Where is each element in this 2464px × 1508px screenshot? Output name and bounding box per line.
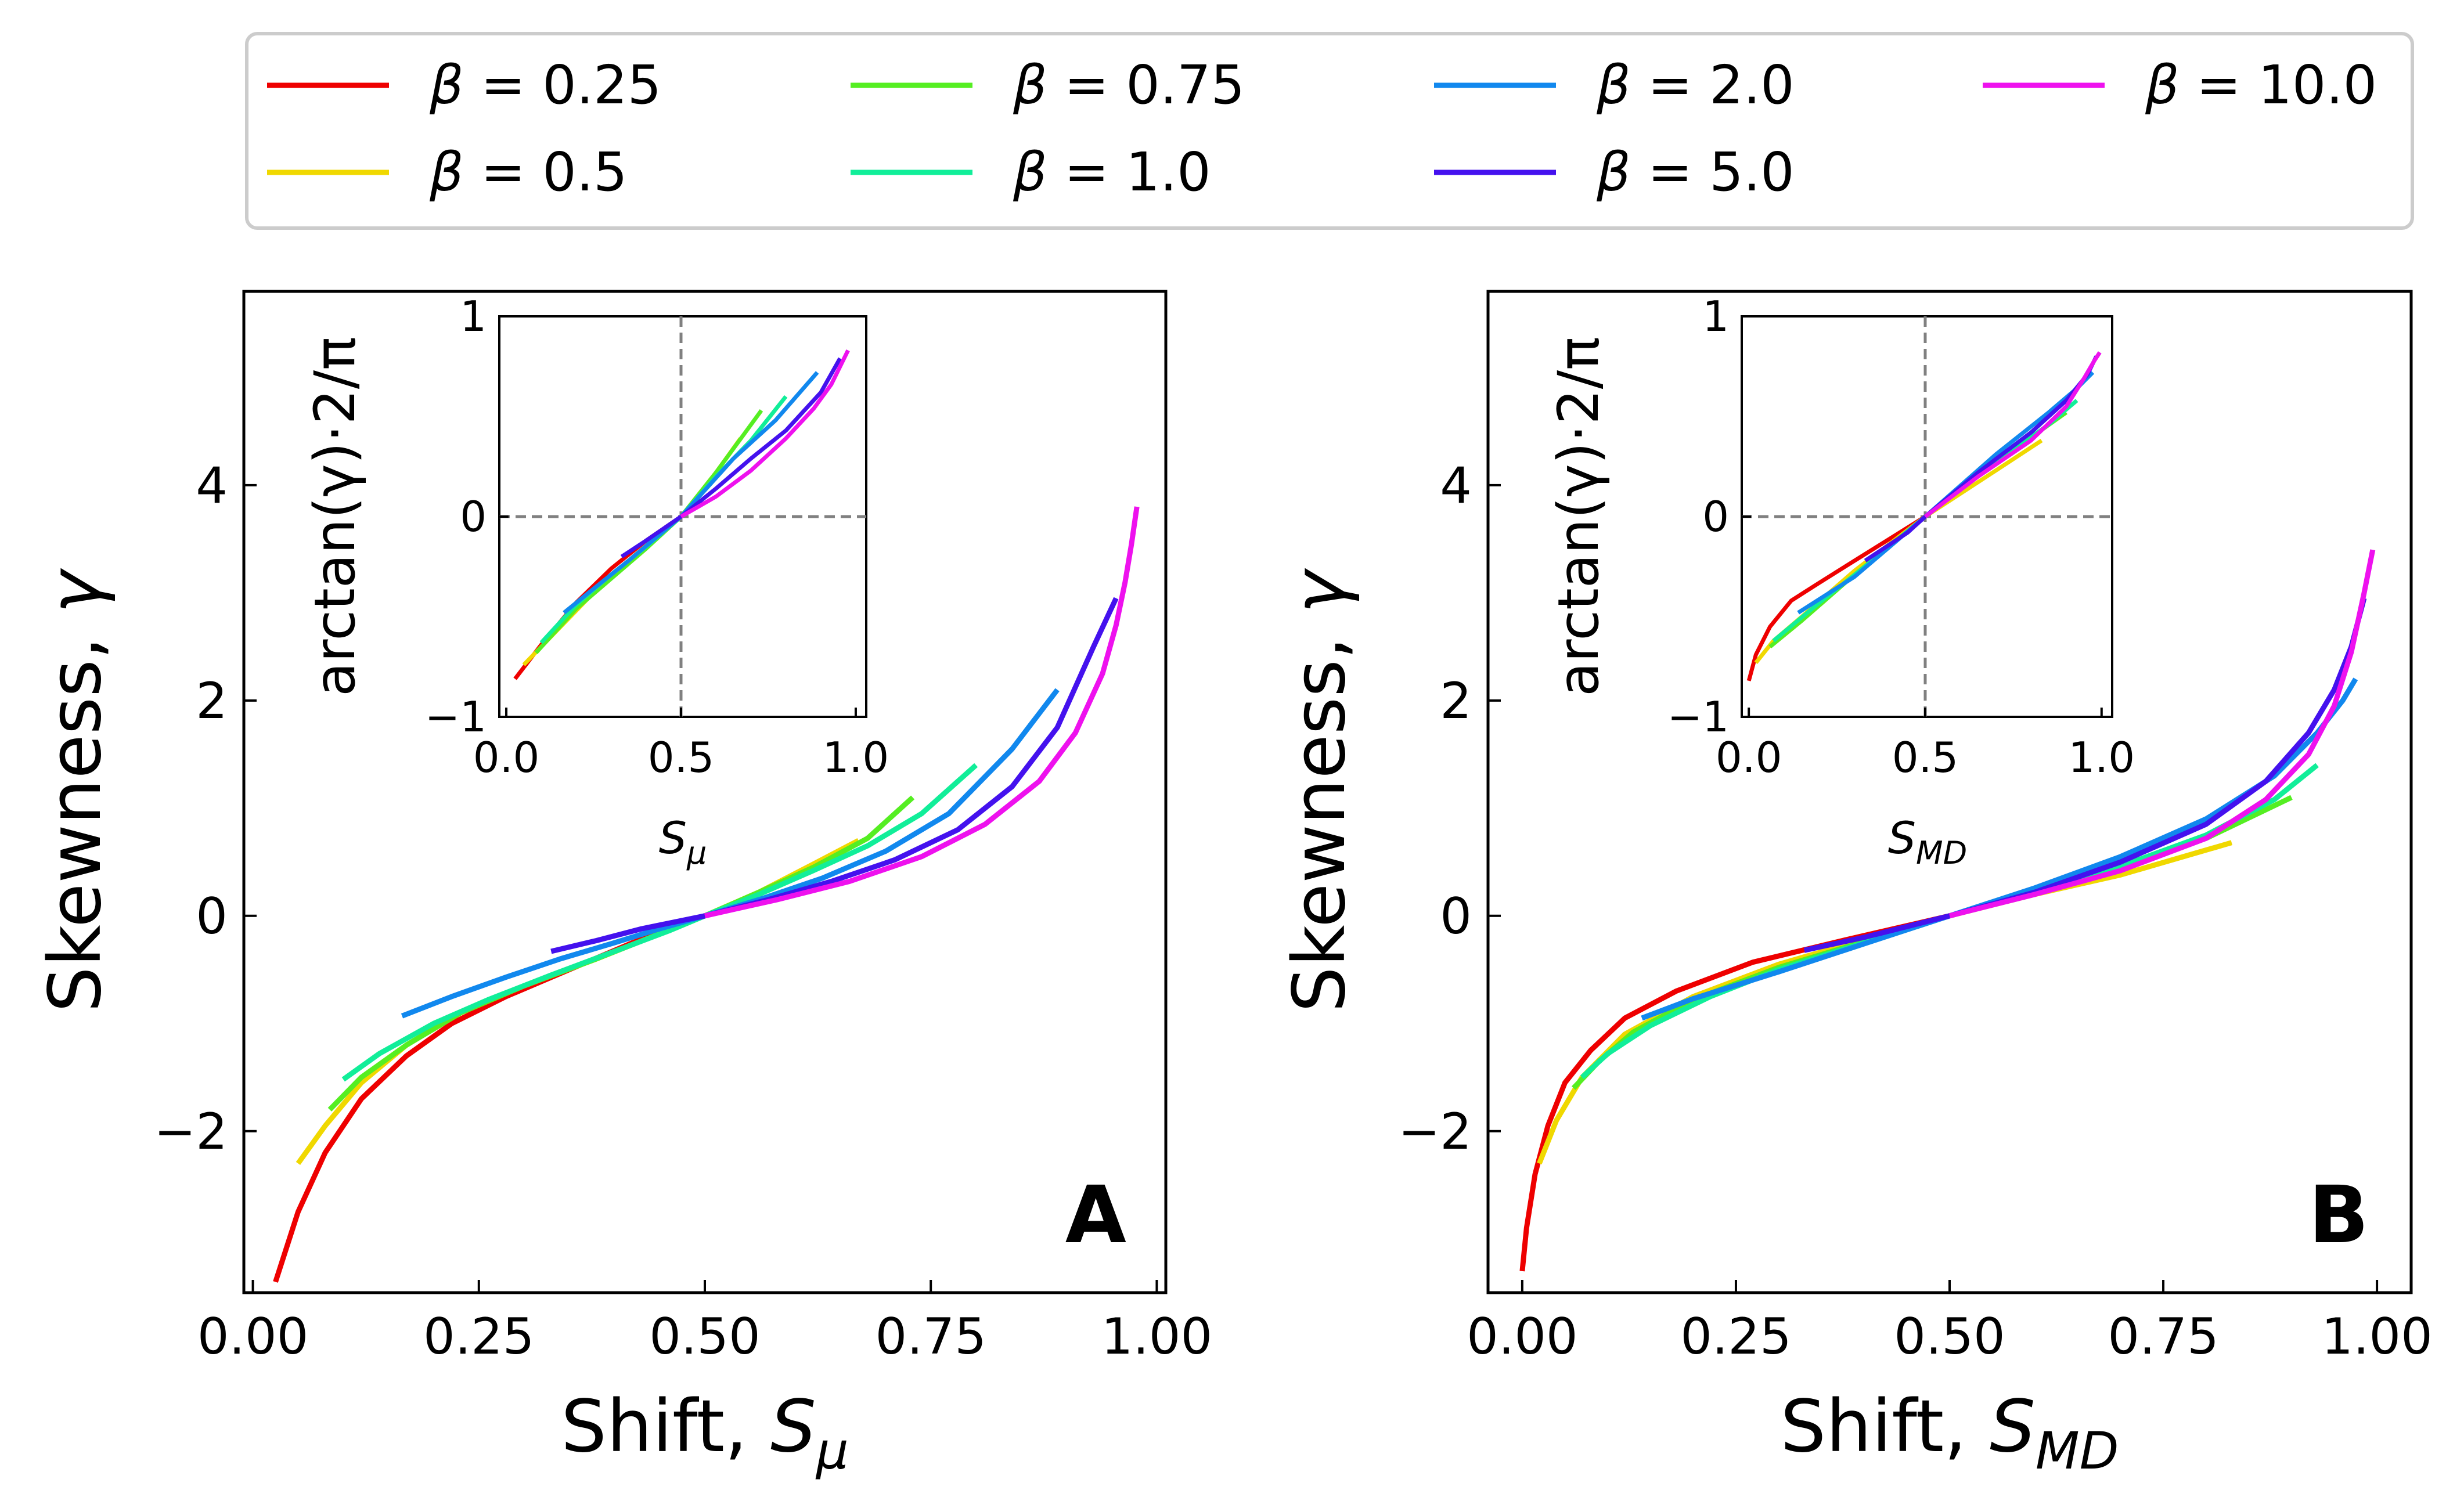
panel-a-y-axis-label: Skewness, γ (34, 568, 117, 1012)
panel-a-series-group (273, 506, 1140, 1283)
panel-a-inset-y-tick-label: −1 (425, 692, 487, 741)
legend-frame (245, 32, 2414, 230)
panel-a-inset-series-line-beta-10.0 (680, 349, 850, 519)
legend-entries: β = 0.25 β = 0.5 β = 0.75 β = 1.0 β = 2.0 β =… (267, 54, 2377, 203)
panel-a-inset-y-axis-label: arctan(γ)·2/π (302, 337, 368, 697)
panel-b-inset-y-tick-label: 0 (1702, 492, 1729, 541)
panel-a-inset-x-axis-label: Sμ (659, 812, 707, 871)
panel-b-inset-y-tick-label: −1 (1667, 692, 1729, 741)
panel-a-x-tick-label: 0.50 (649, 1308, 760, 1366)
panel-a-inset-series-group (513, 349, 850, 680)
panel-b-inset-series-line-beta-10.0 (1923, 351, 2102, 518)
panel-b-inset-x-tick-label: 0.5 (1892, 733, 1959, 782)
panel-b-series-group (1519, 549, 2376, 1272)
panel-b-y-tick-label: 2 (1440, 672, 1472, 730)
legend-label-beta-0.5: β = 0.5 (429, 141, 628, 203)
panel-b-x-axis-label: Shift, SMD (1780, 1385, 2119, 1481)
panel-a-y-tick-label: 2 (196, 672, 228, 730)
panel-b-y-tick-label: 0 (1440, 888, 1472, 946)
panel-a-y-tick-label: 0 (196, 888, 228, 946)
legend-label-beta-5.0: β = 5.0 (1596, 141, 1795, 203)
panel-b-x-tick-label: 0.25 (1680, 1308, 1791, 1366)
legend-label-beta-10.0: β = 10.0 (2145, 54, 2377, 116)
panel-a-y-tick-label: 4 (196, 457, 228, 515)
legend: β = 0.25 β = 0.5 β = 0.75 β = 1.0 β = 2.0 β =… (245, 32, 2414, 230)
panel-a-inset-x-tick-label: 1.0 (823, 733, 889, 782)
panel-b-y-tick-label: −2 (1398, 1103, 1472, 1161)
panel-b-inset-axes: 0.0 0.5 1.0 −1 0 1 (1667, 292, 2135, 782)
panel-a-inset-series-line-beta-5.0 (620, 357, 842, 558)
panel-a-inset: 0.0 0.5 1.0 −1 0 1 Sμ arctan(γ)·2/π (302, 292, 889, 871)
panel-b-inset: 0.0 0.5 1.0 −1 0 1 SMD arctan(γ)·2/π (1546, 292, 2135, 871)
panel-b-inset-x-tick-label: 1.0 (2069, 733, 2135, 782)
panel-a-series-line-beta-5.0 (550, 597, 1119, 954)
panel-a-x-tick-label: 0.25 (423, 1308, 534, 1366)
panel-b-x-tick-label: 0.50 (1894, 1308, 2005, 1366)
legend-label-beta-0.25: β = 0.25 (429, 54, 661, 116)
panel-b-y-axis-label: Skewness, γ (1278, 568, 1361, 1012)
panel-b-inset-y-tick-label: 1 (1702, 292, 1729, 341)
panel-b-tag: B (2308, 1170, 2369, 1261)
panel-a-x-tick-label: 1.00 (1101, 1308, 1212, 1366)
legend-label-beta-1.0: β = 1.0 (1013, 141, 1211, 203)
panel-a-y-tick-label: −2 (154, 1103, 228, 1161)
panel-b-x-tick-label: 0.00 (1467, 1308, 1577, 1366)
panel-b-x-tick-label: 1.00 (2321, 1308, 2432, 1366)
panel-a-x-tick-label: 0.75 (875, 1308, 986, 1366)
panel-b-y-tick-label: 4 (1440, 457, 1472, 515)
panel-b-inset-series-line-beta-0.25 (1746, 515, 1926, 681)
panel-a-x-tick-label: 0.00 (197, 1308, 308, 1366)
panel-a-tag: A (1065, 1170, 1126, 1261)
panel-a-series-line-beta-1.0 (341, 763, 978, 1082)
panel-a-inset-x-tick-label: 0.5 (648, 733, 715, 782)
panel-a-inset-y-tick-label: 0 (460, 492, 487, 541)
legend-label-beta-0.75: β = 0.75 (1013, 54, 1245, 116)
panel-b-inset-series-group (1746, 351, 2102, 681)
panel-b-x-tick-label: 0.75 (2108, 1308, 2218, 1366)
panel-a-inset-x-tick-label: 0.0 (473, 733, 540, 782)
panel-b-series-line-beta-10.0 (1948, 549, 2376, 919)
panel-a-x-axis-label: Shift, Sμ (561, 1385, 848, 1481)
panel-a-inset-y-tick-label: 1 (460, 292, 487, 341)
panel-b-inset-x-tick-label: 0.0 (1716, 733, 1782, 782)
panel-b-series-line-beta-5.0 (1803, 597, 2367, 953)
panel-b-series-line-beta-0.25 (1519, 913, 1951, 1272)
panel-b-inset-x-axis-label: SMD (1888, 812, 1967, 871)
panel-a-series-line-beta-10.0 (704, 506, 1140, 919)
legend-label-beta-2.0: β = 2.0 (1596, 54, 1795, 116)
panel-a-inset-axes: 0.0 0.5 1.0 −1 0 1 (425, 292, 889, 782)
panel-b-inset-y-axis-label: arctan(γ)·2/π (1546, 337, 1611, 697)
